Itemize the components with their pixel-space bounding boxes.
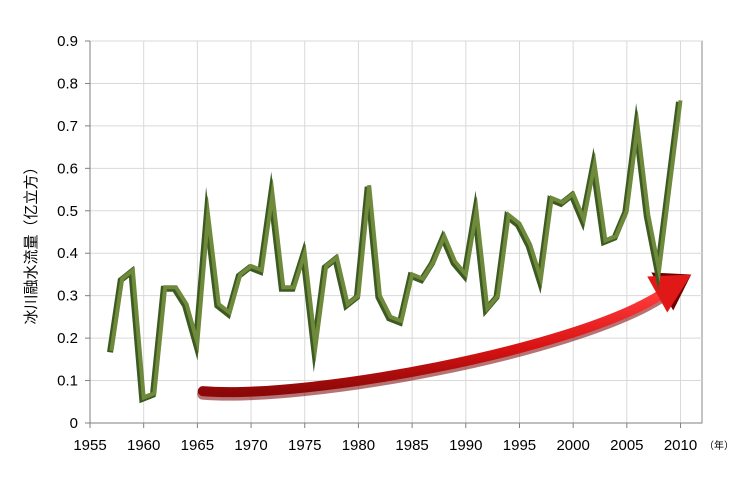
- plot-frame: [89, 40, 703, 424]
- x-tick-label: 2010: [664, 437, 697, 454]
- x-tick-label: 1975: [288, 437, 321, 454]
- y-tick-label: 0.4: [57, 245, 78, 262]
- y-tick-label: 0.7: [57, 118, 78, 135]
- x-tick-label: 1970: [234, 437, 267, 454]
- x-tick-label: 1955: [73, 437, 106, 454]
- y-axis-label: 冰川融水流量（亿立方）: [22, 159, 40, 324]
- x-tick-label: 1980: [342, 437, 375, 454]
- x-tick-label: 1960: [127, 437, 160, 454]
- series-line: [107, 100, 683, 404]
- series-line-path: [109, 100, 683, 401]
- y-tick-label: 0.9: [57, 33, 78, 50]
- x-tick-label: 1995: [503, 437, 536, 454]
- x-tick-label: 1985: [395, 437, 428, 454]
- x-tick-labels: 1955 1960 1965 1970 1975 1980 1985 1990 1995 2000…: [73, 437, 697, 454]
- y-tick-labels: 0 0.1 0.2 0.3 0.4 0.5 0.6 0.7 0.8 0.9: [57, 33, 78, 432]
- arrow-shaft: [197, 289, 667, 398]
- y-tick-label: 0.8: [57, 75, 78, 92]
- plot-area: [89, 40, 703, 424]
- y-tick-label: 0.2: [57, 330, 78, 347]
- y-tick-label: 0.1: [57, 373, 78, 390]
- y-tick-label: 0: [70, 415, 78, 432]
- x-tick-label: 1965: [181, 437, 214, 454]
- y-tick-label: 0.3: [57, 288, 78, 305]
- x-unit-label: （年）: [704, 439, 734, 452]
- axes: [85, 40, 702, 428]
- x-tick-label: 2005: [610, 437, 643, 454]
- x-tick-label: 2000: [556, 437, 589, 454]
- y-tick-label: 0.5: [57, 203, 78, 220]
- x-tick-label: 1990: [449, 437, 482, 454]
- y-tick-label: 0.6: [57, 160, 78, 177]
